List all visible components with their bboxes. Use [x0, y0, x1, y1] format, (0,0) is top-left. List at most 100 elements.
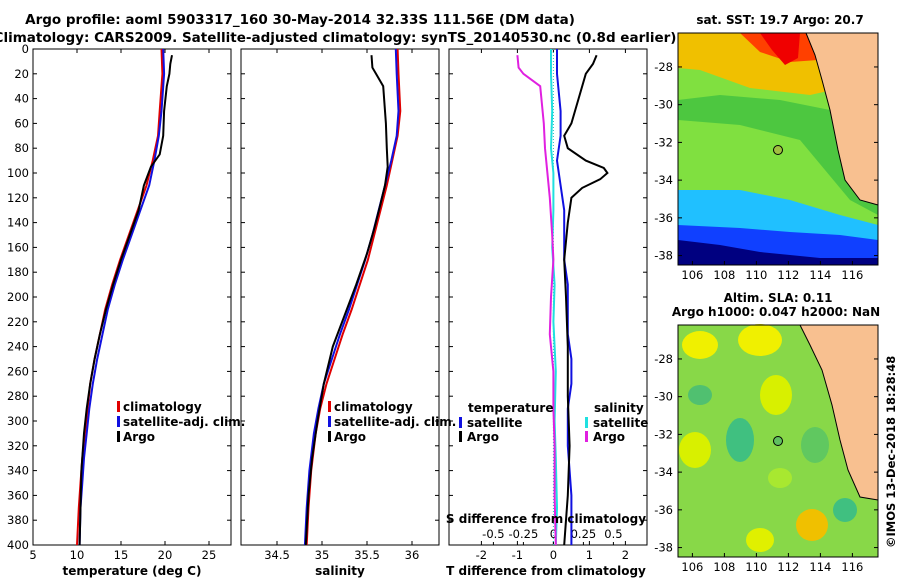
map-y-tick-label: -28	[654, 352, 673, 366]
legend-swatch-t-satellite	[459, 417, 462, 428]
sst-float-marker	[773, 145, 783, 155]
legend-label-argo: Argo	[123, 430, 155, 444]
temperature-panel-frame	[32, 48, 232, 546]
x-tick-label: 15	[114, 548, 129, 562]
sst-map-title: sat. SST: 19.7 Argo: 20.7	[696, 13, 863, 27]
map-y-tick-label: -34	[654, 465, 673, 479]
map-x-tick-label: 108	[713, 268, 735, 282]
map-y-tick-label: -30	[654, 390, 673, 404]
s-tick-label: 0.25	[571, 527, 597, 541]
sla-blob	[738, 324, 782, 356]
sst-mid-band	[678, 95, 878, 215]
depth-tick-label: 180	[7, 265, 29, 279]
series-satellite-adj-clim-	[78, 48, 166, 546]
s-tick-label: 0.5	[604, 527, 622, 541]
sla-float-marker	[773, 436, 783, 446]
depth-tick-label: 220	[7, 315, 29, 329]
difference-salinity-legend: salinity satellite Argo	[585, 401, 648, 444]
map-x-tick-label: 116	[841, 268, 863, 282]
map-x-tick-label: 106	[681, 560, 703, 574]
x-tick-label: 2	[622, 548, 629, 562]
map-x-tick-label: 110	[745, 560, 767, 574]
series-s-argo	[516, 55, 557, 546]
series-t-argo	[563, 54, 609, 546]
x-tick-label: 35	[315, 548, 330, 562]
sla-map-title: Altim. SLA: 0.11	[724, 291, 833, 305]
legend-label-s-satellite: satellite	[593, 416, 648, 430]
sst-hot-spot	[760, 33, 800, 65]
sla-blob	[801, 427, 829, 463]
depth-tick-label: 260	[7, 364, 29, 378]
temperature-x-axis: 5 10 15 20 25	[29, 49, 216, 562]
depth-tick-label: 300	[7, 414, 29, 428]
x-tick-label: 35.5	[354, 548, 380, 562]
sst-map-frame	[677, 32, 879, 266]
x-tick-label: 20	[158, 548, 173, 562]
x-tick-label: -2	[476, 548, 487, 562]
s-difference-axis-label: S difference from climatology	[446, 512, 646, 526]
legend-label-satellite: satellite-adj. clim.	[334, 415, 456, 429]
depth-tick-label: 0	[22, 42, 29, 56]
map-y-tick-label: -32	[654, 135, 673, 149]
sla-blob	[726, 418, 754, 462]
depth-tick-label: 40	[14, 92, 29, 106]
legend-swatch-climatology	[117, 401, 120, 412]
depth-tick-label: 120	[7, 191, 29, 205]
sla-map-axes: 106 108 110 112 114 116 -28 -30 -32 -34 -36 -38	[654, 352, 878, 574]
t-difference-axis-label: T difference from climatology	[446, 564, 646, 578]
x-tick-label: 25	[202, 548, 217, 562]
series-argo	[78, 55, 173, 546]
map-x-tick-label: 110	[745, 268, 767, 282]
map-y-tick-label: -34	[654, 173, 673, 187]
x-tick-label: 34.5	[264, 548, 290, 562]
sla-blob	[768, 468, 792, 488]
s-difference-x-axis: -0.5 -0.25 0 0.25 0.5	[482, 527, 623, 545]
legend-swatch-s-satellite	[585, 417, 588, 428]
s-tick-label: 0	[550, 527, 557, 541]
depth-tick-label: 280	[7, 389, 29, 403]
credit-text: ©IMOS 13-Dec-2018 18:28:48	[884, 356, 898, 548]
legend-title-salinity: salinity	[594, 401, 644, 415]
legend-swatch-argo	[117, 431, 120, 442]
map-y-tick-label: -36	[654, 211, 673, 225]
legend-swatch-climatology	[328, 401, 331, 412]
temperature-legend: climatology satellite-adj. clim. Argo	[117, 400, 245, 444]
legend-swatch-satellite	[117, 416, 120, 427]
depth-tick-label: 100	[7, 166, 29, 180]
title-line-1: Argo profile: aoml 5903317_160 30-May-20…	[25, 12, 575, 28]
legend-label-climatology: climatology	[334, 400, 413, 414]
depth-tick-label: 200	[7, 290, 29, 304]
map-x-tick-label: 112	[777, 560, 799, 574]
map-x-tick-label: 116	[841, 560, 863, 574]
difference-temperature-legend: temperature satellite Argo	[459, 401, 553, 444]
temperature-series	[76, 48, 173, 546]
sla-blob	[760, 375, 792, 415]
sla-blob	[796, 509, 828, 541]
title-line-2: Climatology: CARS2009. Satellite-adjuste…	[0, 30, 676, 46]
difference-panel-frame	[448, 48, 648, 546]
map-y-tick-label: -38	[654, 541, 673, 555]
depth-tick-label: 320	[7, 439, 29, 453]
legend-swatch-argo	[328, 431, 331, 442]
depth-tick-label: 140	[7, 216, 29, 230]
legend-swatch-satellite	[328, 416, 331, 427]
s-tick-label: -0.25	[509, 527, 539, 541]
depth-tick-label: 20	[14, 67, 29, 81]
map-y-tick-label: -28	[654, 60, 673, 74]
legend-label-argo: Argo	[334, 430, 366, 444]
sla-blob	[688, 385, 712, 405]
depth-tick-label: 60	[14, 116, 29, 130]
map-y-tick-label: -36	[654, 503, 673, 517]
depth-axis: 0 20 40 60 80 100 120 140 160 180 200 220 240 260 280 3…	[7, 42, 647, 552]
depth-tick-label: 360	[7, 488, 29, 502]
sst-map	[677, 32, 879, 266]
temperature-axis-label: temperature (deg C)	[63, 564, 202, 578]
legend-label-s-argo: Argo	[593, 430, 625, 444]
legend-swatch-s-argo	[585, 431, 588, 442]
legend-label-satellite: satellite-adj. clim.	[123, 415, 245, 429]
x-tick-label: 0	[550, 548, 557, 562]
depth-tick-label: 380	[7, 513, 29, 527]
sst-coastline	[805, 32, 879, 206]
s-tick-label: -0.5	[482, 527, 504, 541]
depth-tick-label: 80	[14, 141, 29, 155]
